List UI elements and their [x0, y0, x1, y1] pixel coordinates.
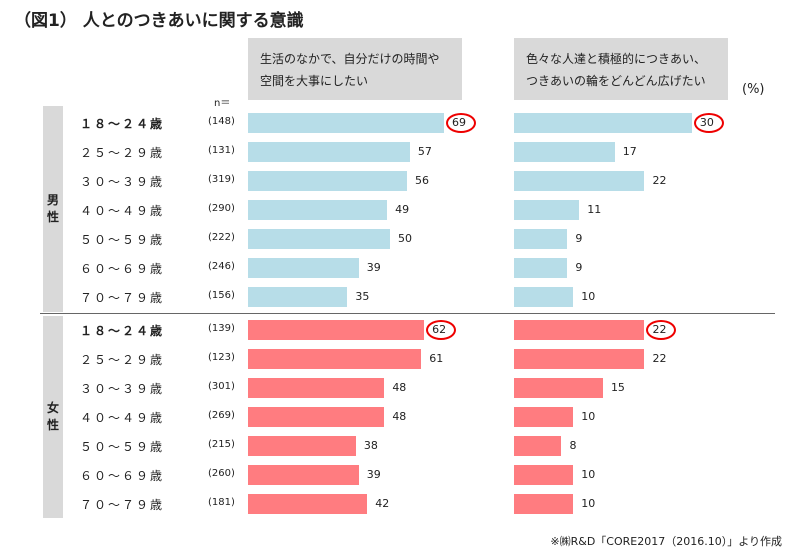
- bar: [248, 378, 385, 398]
- group-divider: [40, 313, 775, 314]
- sample-size: (290): [208, 203, 235, 214]
- sample-size: (123): [208, 352, 235, 363]
- bar: [248, 229, 390, 249]
- value-label: 57: [417, 145, 432, 158]
- value-label: 39: [366, 261, 381, 274]
- highlight-circle: [693, 113, 724, 133]
- age-label: ２５～２９歳: [80, 353, 165, 367]
- value-label: 35: [355, 290, 370, 303]
- bar: [514, 142, 615, 162]
- value-label: 9: [575, 232, 583, 245]
- value-label: 15: [610, 381, 625, 394]
- sample-size: (260): [208, 468, 235, 479]
- sample-size: (131): [208, 145, 235, 156]
- value-label: 48: [392, 381, 407, 394]
- value-label: 8: [569, 439, 577, 452]
- age-label: ６０～６９歳: [80, 469, 165, 483]
- bar: [248, 494, 368, 514]
- series-header-2: 色々な人達と積極的につきあい、つきあいの輪をどんどん広げたい: [514, 38, 728, 100]
- gender-label-male: 男性: [43, 106, 63, 312]
- gender-label-female: 女性: [43, 316, 63, 518]
- bar: [248, 320, 425, 340]
- bar: [248, 465, 359, 485]
- bar: [248, 349, 422, 369]
- age-label: ７０～７９歳: [80, 291, 165, 305]
- sample-size: (246): [208, 261, 235, 272]
- age-label: ３０～３９歳: [80, 175, 165, 189]
- highlight-circle: [646, 320, 677, 340]
- age-label: ５０～５９歳: [80, 233, 165, 247]
- value-label: 38: [363, 439, 378, 452]
- value-label: 11: [587, 203, 602, 216]
- bar: [514, 287, 574, 307]
- age-label: １８～２４歳: [80, 117, 165, 131]
- bar: [514, 436, 562, 456]
- bar: [514, 407, 574, 427]
- sample-size: (139): [208, 323, 235, 334]
- value-label: 49: [395, 203, 410, 216]
- bar: [514, 349, 645, 369]
- bar: [248, 142, 410, 162]
- sample-size: (301): [208, 381, 235, 392]
- series-header-1: 生活のなかで、自分だけの時間や空間を大事にしたい: [248, 38, 462, 100]
- age-label: １８～２４歳: [80, 324, 165, 338]
- value-label: 10: [581, 410, 596, 423]
- value-label: 61: [429, 352, 444, 365]
- bar: [514, 229, 568, 249]
- highlight-circle: [445, 113, 476, 133]
- bar: [514, 320, 645, 340]
- value-label: 9: [575, 261, 583, 274]
- bar: [248, 287, 348, 307]
- sample-size: (319): [208, 174, 235, 185]
- chart-title: （図1） 人とのつきあいに関する意識: [14, 11, 304, 31]
- bar: [248, 200, 388, 220]
- age-label: ４０～４９歳: [80, 411, 165, 425]
- value-label: 17: [622, 145, 637, 158]
- bar: [248, 171, 408, 191]
- age-label: ５０～５９歳: [80, 440, 165, 454]
- bar: [248, 436, 356, 456]
- value-label: 42: [375, 497, 390, 510]
- bar: [248, 258, 359, 278]
- value-label: 22: [652, 352, 667, 365]
- value-label: 48: [392, 410, 407, 423]
- value-label: 22: [652, 174, 667, 187]
- age-label: ７０～７９歳: [80, 498, 165, 512]
- unit-label: (%): [742, 82, 765, 97]
- bar: [514, 171, 645, 191]
- value-label: 10: [581, 290, 596, 303]
- age-label: ４０～４９歳: [80, 204, 165, 218]
- bar: [514, 494, 574, 514]
- bar: [248, 113, 444, 133]
- value-label: 10: [581, 468, 596, 481]
- value-label: 56: [415, 174, 430, 187]
- sample-size: (148): [208, 116, 235, 127]
- value-label: 50: [398, 232, 412, 245]
- bar: [514, 200, 580, 220]
- bar: [514, 258, 568, 278]
- bar: [514, 465, 574, 485]
- bar: [514, 378, 603, 398]
- sample-size: (156): [208, 290, 235, 301]
- age-label: ２５～２９歳: [80, 146, 165, 160]
- sample-size: (181): [208, 497, 235, 508]
- bar: [514, 113, 692, 133]
- age-label: ６０～６９歳: [80, 262, 165, 276]
- sample-size: (215): [208, 439, 235, 450]
- source-note: ※㈱R&D「CORE2017（2016.10）」より作成: [550, 535, 782, 548]
- n-label: n＝: [214, 98, 231, 109]
- bar: [248, 407, 385, 427]
- sample-size: (269): [208, 410, 235, 421]
- value-label: 10: [581, 497, 596, 510]
- highlight-circle: [426, 320, 457, 340]
- value-label: 39: [366, 468, 381, 481]
- age-label: ３０～３９歳: [80, 382, 165, 396]
- sample-size: (222): [208, 232, 235, 243]
